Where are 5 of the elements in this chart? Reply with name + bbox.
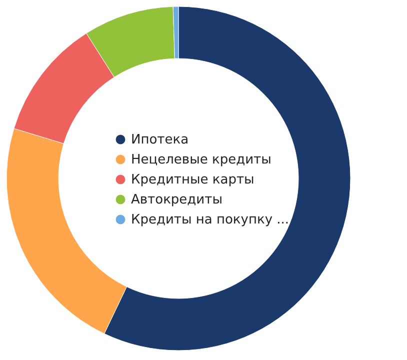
legend-label: Нецелевые кредиты [131, 152, 272, 168]
legend-label: Ипотека [131, 132, 189, 148]
legend-label: Автокредиты [131, 192, 222, 208]
legend-label: Кредитные карты [131, 172, 254, 188]
legend-label: Кредиты на покупку ... [131, 212, 290, 228]
